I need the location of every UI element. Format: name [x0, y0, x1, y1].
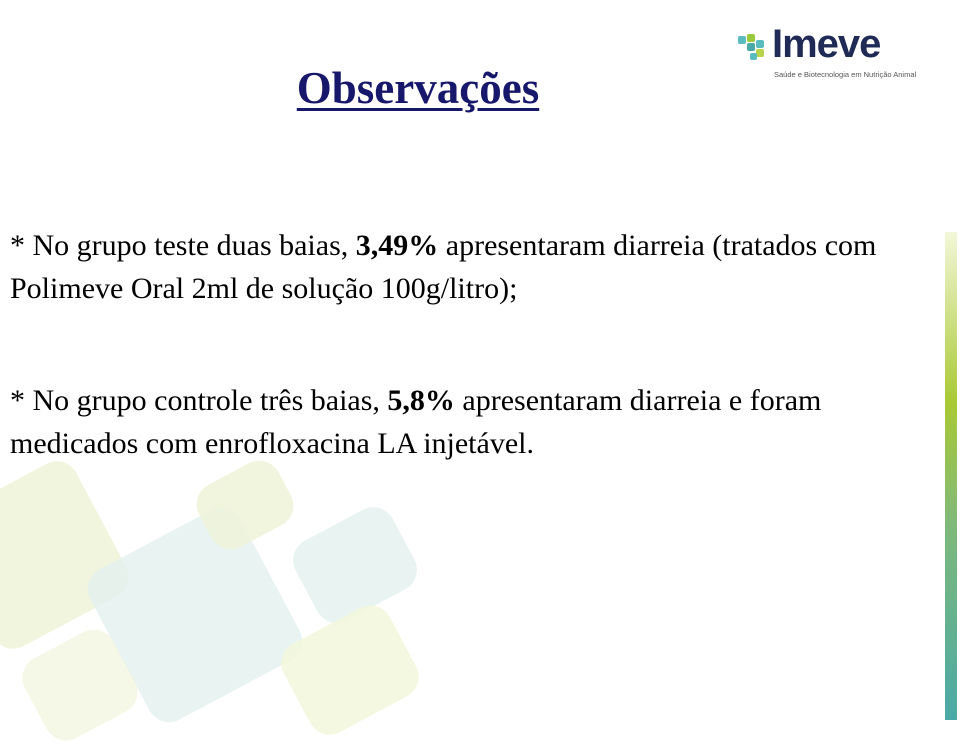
highlight-percentage: 5,8% [387, 384, 455, 417]
page-title: Observações [296, 63, 540, 113]
logo-mark-icon [738, 34, 764, 60]
observation-paragraph-2: * No grupo controle três baias, 5,8% apr… [10, 379, 940, 465]
observation-paragraph-1: * No grupo teste duas baias, 3,49% apres… [10, 224, 940, 310]
text: * No grupo controle três baias, [10, 384, 388, 417]
imeve-logo: Imeve Saúde e Biotecnologia em Nutrição … [736, 22, 917, 82]
logo-tagline: Saúde e Biotecnologia em Nutrição Animal [774, 70, 917, 79]
text: apresentaram diarreia (tratados com Poli… [10, 229, 877, 305]
text: * No grupo teste duas baias, [10, 229, 356, 262]
text: apresentaram diarreia e foram medicados … [10, 384, 822, 460]
highlight-percentage: 3,49% [355, 229, 439, 262]
decorative-gradient-bar [945, 232, 957, 720]
logo-wordmark: Imeve [772, 22, 881, 66]
